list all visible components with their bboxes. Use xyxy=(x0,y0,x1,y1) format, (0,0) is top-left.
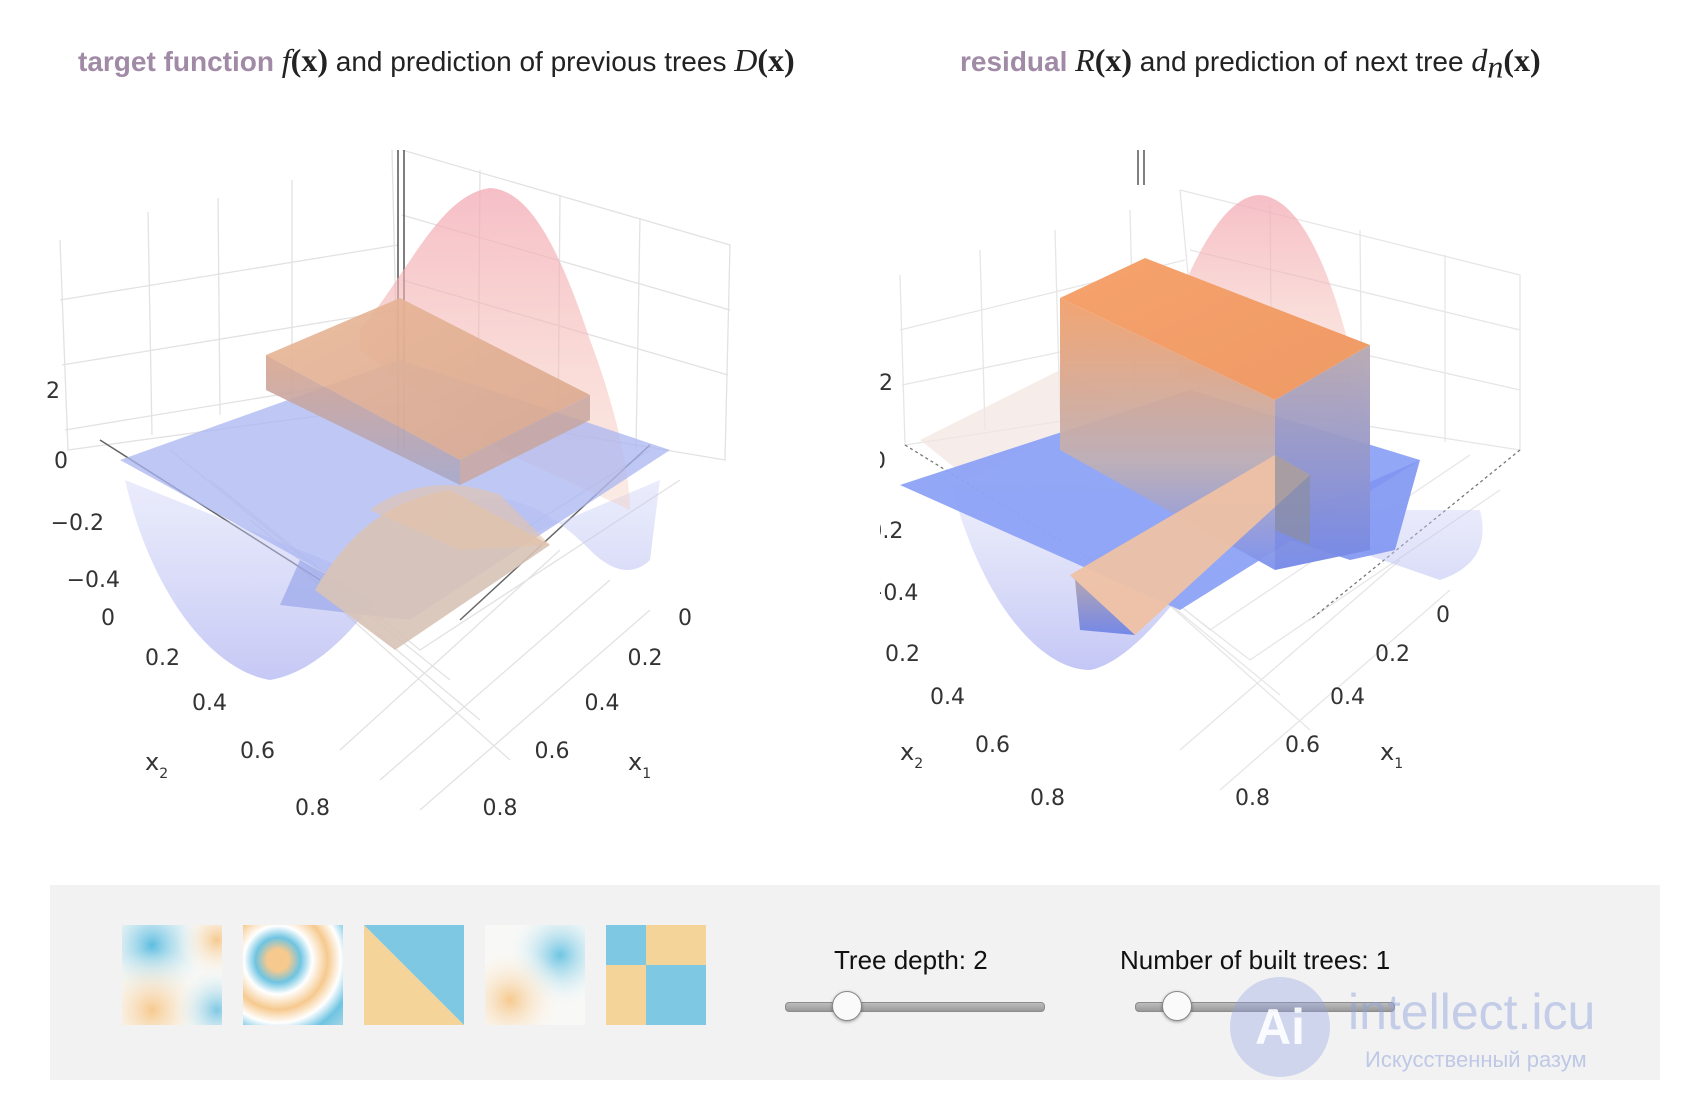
title-function-arg: (x) xyxy=(1094,42,1133,78)
title-function-symbol: f xyxy=(281,42,291,78)
x2-tick: 0.2 xyxy=(885,642,920,667)
x1-tick: 0.6 xyxy=(535,739,570,764)
left-3d-plot-canvas[interactable]: 2 0 −0.2 −0.4 0 0.2 0.4 0.6 0.8 x2 0 0.2… xyxy=(30,149,790,885)
preset-rings[interactable] xyxy=(243,925,343,1025)
prediction-block-right xyxy=(460,395,590,485)
tree-prediction-front-top xyxy=(1070,455,1310,635)
trees-count-slider-track[interactable] xyxy=(1135,1002,1395,1012)
x2-tick: 0.8 xyxy=(1030,786,1065,811)
title-prediction-subscript: n xyxy=(1487,48,1504,85)
tree-depth-slider-handle[interactable] xyxy=(832,991,862,1021)
z-tick: 0 xyxy=(54,449,68,474)
quadrant-gradient-icon xyxy=(122,925,222,1025)
x1-tick: 0.2 xyxy=(628,646,663,671)
x2-axis-label: x2 xyxy=(145,748,168,782)
x1-tick: 0.8 xyxy=(1235,786,1270,811)
preset-diagonal-gradient[interactable] xyxy=(485,925,585,1025)
x2-tick: 0 xyxy=(101,606,115,631)
x1-tick: 0 xyxy=(1436,603,1450,628)
x2-axis-label: x2 xyxy=(900,738,923,772)
x2-tick: 0.4 xyxy=(930,685,965,710)
checkerboard-icon xyxy=(606,925,706,1025)
left-3d-plot[interactable]: 2 0 −0.2 −0.4 0 0.2 0.4 0.6 0.8 x2 0 0.2… xyxy=(30,149,790,885)
tree-prediction-front-edge xyxy=(1275,455,1310,545)
right-3d-plot-canvas[interactable]: .2 0 −0.2 −0.4 0 0.2 0.4 0.6 0.8 x2 0 0.… xyxy=(850,150,1640,885)
x1-tick: 0.8 xyxy=(483,796,518,821)
x1-tick: 0 xyxy=(678,606,692,631)
title-function-symbol: R xyxy=(1075,42,1095,78)
title-keyword: residual xyxy=(960,46,1068,77)
controls-panel: Tree depth: 2 Number of built trees: 1 xyxy=(50,885,1660,1080)
x1-tick: 0.6 xyxy=(1285,733,1320,758)
z-tick: −0.4 xyxy=(880,581,918,606)
tree-prediction-block-top xyxy=(1060,258,1370,400)
x2-tick: 0.6 xyxy=(240,739,275,764)
x1-tick: 0.4 xyxy=(585,691,620,716)
title-middle-text: and prediction of next tree xyxy=(1132,46,1472,77)
x2-tick: 0.4 xyxy=(192,691,227,716)
front-ridge-top xyxy=(370,485,550,550)
x1-axis-label: x1 xyxy=(628,748,651,782)
x1-tick: 0.2 xyxy=(1375,642,1410,667)
x2-tick: 0.8 xyxy=(295,796,330,821)
diagonal-split-icon xyxy=(364,925,464,1025)
rings-icon xyxy=(243,925,343,1025)
diagonal-gradient-icon xyxy=(485,925,585,1025)
x1-tick: 0.4 xyxy=(1330,685,1365,710)
z-tick: 2 xyxy=(46,379,60,404)
tree-depth-slider-track[interactable] xyxy=(785,1002,1045,1012)
x2-tick: 0.6 xyxy=(975,733,1010,758)
preset-checkerboard[interactable] xyxy=(606,925,706,1025)
title-prediction-arg: (x) xyxy=(1503,42,1541,78)
prediction-block-top xyxy=(266,298,590,460)
trees-count-slider-handle[interactable] xyxy=(1162,991,1192,1021)
title-function-arg: (x) xyxy=(290,42,328,78)
right-plot-title: residual R(x) and prediction of next tre… xyxy=(960,42,1541,85)
x1-axis-label: x1 xyxy=(1380,738,1403,772)
x2-tick: 0.2 xyxy=(145,646,180,671)
z-tick: .2 xyxy=(880,371,893,396)
left-plot-title: target function f(x) and prediction of p… xyxy=(78,42,795,82)
z-tick: −0.2 xyxy=(880,519,903,544)
title-middle-text: and prediction of previous trees xyxy=(327,46,735,77)
preset-diagonal-split[interactable] xyxy=(364,925,464,1025)
title-prediction-symbol: D xyxy=(734,42,758,78)
tree-depth-label: Tree depth: 2 xyxy=(834,945,988,975)
preset-quadrant-gradient[interactable] xyxy=(122,925,222,1025)
right-3d-plot[interactable]: .2 0 −0.2 −0.4 0 0.2 0.4 0.6 0.8 x2 0 0.… xyxy=(850,150,1640,885)
z-tick: 0 xyxy=(880,449,886,474)
trees-count-label: Number of built trees: 1 xyxy=(1120,945,1391,975)
tree-prediction-front-side xyxy=(1070,575,1135,635)
title-prediction-arg: (x) xyxy=(757,42,795,78)
title-keyword: target function xyxy=(78,46,274,77)
z-tick: −0.4 xyxy=(67,568,120,593)
prediction-block-side xyxy=(266,355,460,485)
z-tick: −0.2 xyxy=(51,511,104,536)
title-prediction-symbol: d xyxy=(1471,42,1488,78)
